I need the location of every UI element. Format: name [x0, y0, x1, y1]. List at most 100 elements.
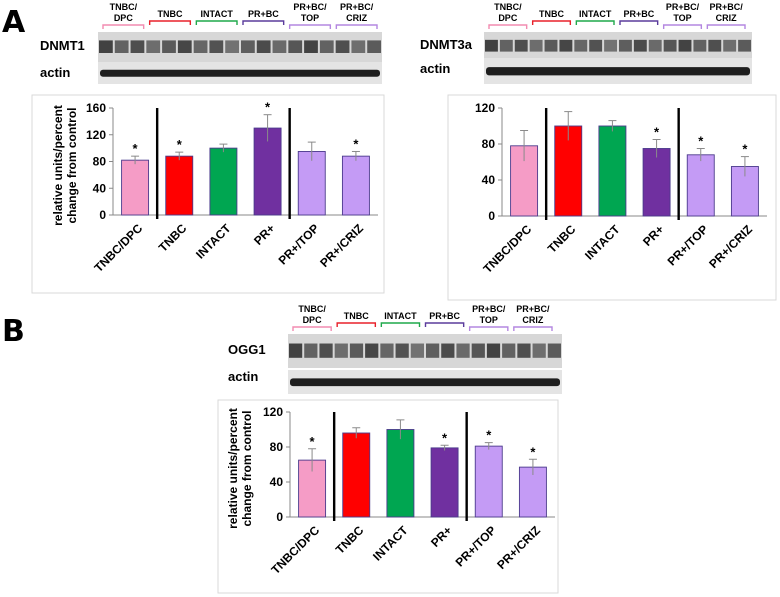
group-label: DPC — [114, 13, 134, 23]
protein-band — [529, 39, 543, 52]
protein-band — [146, 40, 161, 53]
significance-marker: * — [133, 141, 139, 156]
protein-band — [335, 40, 350, 53]
protein-band — [426, 343, 440, 358]
group-bracket — [292, 326, 332, 331]
protein-band — [559, 39, 573, 52]
protein-band — [351, 40, 366, 53]
protein-band — [648, 39, 662, 52]
group-label: TOP — [673, 13, 691, 23]
group-bracket — [662, 24, 703, 29]
group-label: PR+BC/ — [666, 2, 700, 12]
actin-band — [290, 378, 560, 387]
protein-band — [288, 40, 303, 53]
y-tick-label: 80 — [270, 440, 284, 454]
group-bracket — [242, 20, 285, 25]
y-tick-label: 40 — [93, 181, 107, 195]
bar — [430, 447, 459, 518]
western-blot-ogg1: TNBC/DPC TNBC INTACT PR+BCPR+BC/TOPPR+BC/CR… — [228, 304, 562, 394]
protein-band — [272, 40, 287, 53]
significance-marker: * — [353, 136, 359, 151]
protein-band — [304, 343, 318, 358]
bar — [474, 445, 503, 518]
protein-band — [738, 39, 751, 52]
protein-band — [502, 343, 516, 358]
protein-band — [395, 343, 409, 358]
y-axis-title: relative units/percent — [226, 408, 240, 529]
group-label: PR+BC — [248, 9, 279, 19]
y-tick-label: 120 — [263, 405, 283, 419]
protein-band — [130, 40, 145, 53]
bar-chart-1: 0 40 80 120 160 relative units/percent change … — [31, 94, 385, 294]
protein-band — [177, 40, 192, 53]
actin-label: actin — [40, 65, 70, 80]
y-axis-title: change from control — [240, 410, 254, 526]
protein-band — [589, 39, 603, 52]
protein-band — [486, 343, 501, 358]
y-tick-label: 160 — [86, 101, 106, 115]
group-label: INTACT — [384, 311, 417, 321]
group-label: INTACT — [201, 9, 234, 19]
y-tick-label: 80 — [482, 137, 496, 151]
group-label: CRIZ — [522, 315, 543, 325]
group-bracket — [531, 20, 572, 25]
group-label: PR+BC/ — [340, 2, 374, 12]
group-bracket — [335, 24, 378, 29]
y-tick-label: 40 — [270, 475, 284, 489]
y-tick-label: 0 — [276, 510, 283, 524]
bar — [554, 125, 583, 217]
group-label: CRIZ — [346, 13, 367, 23]
y-axis-title: relative units/percent — [51, 105, 65, 226]
protein-band — [241, 40, 255, 53]
protein-band — [544, 39, 558, 52]
y-tick-label: 120 — [475, 101, 495, 115]
group-bracket — [102, 24, 145, 29]
group-label: DPC — [303, 315, 323, 325]
protein-band — [410, 343, 424, 358]
bar — [341, 155, 370, 216]
bar — [386, 429, 415, 518]
protein-band — [517, 343, 531, 358]
protein-band — [380, 343, 394, 358]
protein-band — [289, 343, 303, 358]
group-bracket — [468, 326, 509, 331]
protein-band — [256, 40, 271, 53]
protein-band — [319, 343, 333, 358]
significance-marker: * — [530, 444, 536, 459]
significance-marker: * — [698, 134, 704, 149]
significance-marker: * — [486, 428, 492, 443]
group-label: PR+BC/ — [516, 304, 550, 314]
group-bracket — [336, 322, 377, 327]
protein-band — [547, 343, 561, 358]
bar — [686, 154, 715, 217]
protein-band — [633, 39, 647, 52]
group-bracket — [488, 24, 528, 29]
group-bracket — [513, 326, 553, 331]
y-tick-label: 0 — [99, 208, 106, 222]
group-label: PR+BC/ — [293, 2, 327, 12]
bar — [642, 148, 671, 217]
panel-a-letter: A — [2, 5, 26, 40]
group-bracket — [380, 322, 421, 327]
protein-band — [619, 39, 632, 52]
actin-label: actin — [420, 61, 450, 76]
significance-marker: * — [442, 430, 448, 445]
protein-label: OGG1 — [228, 342, 266, 357]
group-label: TNBC — [344, 311, 369, 321]
protein-band — [367, 40, 381, 53]
protein-band — [499, 39, 513, 52]
protein-band — [193, 40, 208, 53]
significance-marker: * — [654, 125, 660, 140]
bar-chart-3: 0 40 80 120 relative units/percent change fro… — [217, 399, 559, 594]
group-label: TNBC — [539, 9, 564, 19]
protein-band — [471, 343, 485, 358]
protein-band — [514, 39, 528, 52]
group-label: CRIZ — [716, 13, 737, 23]
bar — [598, 125, 627, 217]
protein-band — [708, 39, 722, 52]
western-blot-dnmt3a: TNBC/DPC TNBC INTACT PR+BCPR+BC/TOPPR+BC/CR… — [420, 2, 752, 84]
protein-label: DNMT1 — [40, 38, 85, 53]
protein-band — [319, 40, 334, 53]
group-bracket — [195, 20, 238, 25]
